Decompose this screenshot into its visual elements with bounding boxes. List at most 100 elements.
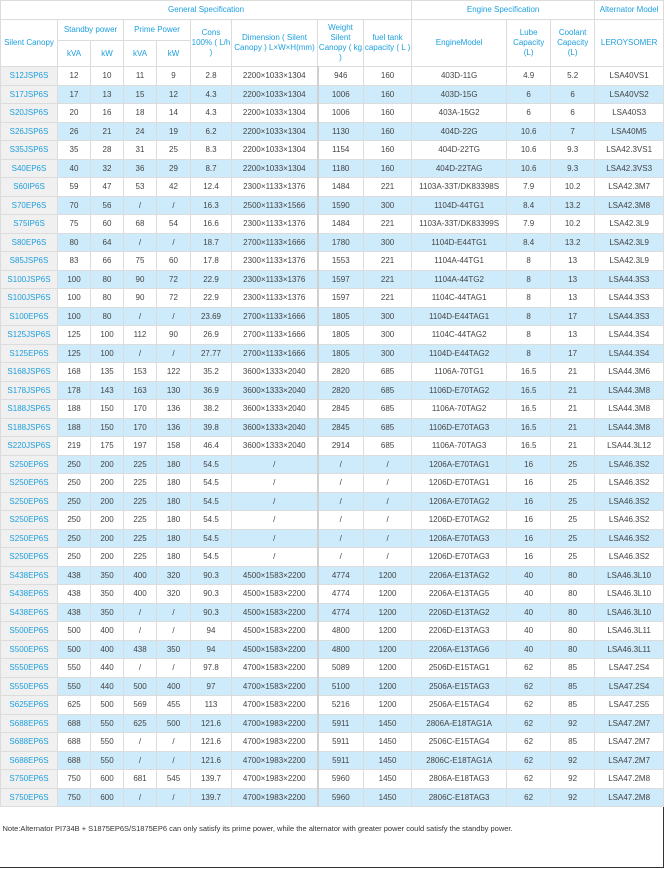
cell-consumption: 35.2 xyxy=(190,362,232,382)
cell-prime-kva: 163 xyxy=(123,380,157,400)
table-row: S75IP6S 75 60 68 54 16.6 2300×1133×1376 1484 221… xyxy=(0,214,665,234)
cell-standby-kva: 438 xyxy=(57,565,91,585)
cell-model[interactable]: S17JSP6S xyxy=(0,84,58,104)
table-row: S100EP6S 100 80//23.69 2700×1133×1666 1805 30… xyxy=(0,306,665,326)
cell-engine-model: 404D-22G xyxy=(411,121,508,141)
cell-model[interactable]: S550EP6S xyxy=(0,676,58,696)
cell-consumption: 6.2 xyxy=(190,121,232,141)
cell-dimension: 4700×1583×2200 xyxy=(231,676,319,696)
cell-model[interactable]: S125JSP6S xyxy=(0,325,58,345)
cell-standby-kw: 200 xyxy=(90,510,124,530)
cell-lube-capacity: 16.5 xyxy=(506,417,552,437)
cell-model[interactable]: S100JSP6S xyxy=(0,269,58,289)
cell-fuel-tank: 300 xyxy=(362,306,413,326)
cell-alternator: LSA47.2M7 xyxy=(594,713,665,733)
cell-weight: 1805 xyxy=(317,343,364,363)
cell-model[interactable]: S688EP6S xyxy=(0,732,58,752)
cell-fuel-tank: 1200 xyxy=(362,658,413,678)
cell-prime-kva: 53 xyxy=(123,177,157,197)
cell-engine-model: 1206A-E70TAG2 xyxy=(411,491,508,511)
cell-consumption: 54.5 xyxy=(190,547,232,567)
cell-weight: 1597 xyxy=(317,288,364,308)
cell-model[interactable]: S500EP6S xyxy=(0,621,58,641)
cell-model[interactable]: S168JSP6S xyxy=(0,362,58,382)
header-weight: Weight Silent Canopy ( kg ) xyxy=(317,19,364,67)
cell-model[interactable]: S220JSP6S xyxy=(0,436,58,456)
cell-model[interactable]: S250EP6S xyxy=(0,491,58,511)
cell-prime-kva: 500 xyxy=(123,676,157,696)
table-row: S438EP6S 438 350 400 320 90.3 4500×1583×2200 47… xyxy=(0,565,665,585)
cell-standby-kva: 438 xyxy=(57,584,91,604)
cell-model[interactable]: S500EP6S xyxy=(0,639,58,659)
cell-model[interactable]: S75IP6S xyxy=(0,214,58,234)
cell-model[interactable]: S250EP6S xyxy=(0,528,58,548)
cell-standby-kva: 168 xyxy=(57,362,91,382)
cell-alternator: LSA46.3L11 xyxy=(594,639,665,659)
cell-model[interactable]: S250EP6S xyxy=(0,510,58,530)
cell-model[interactable]: S178JSP6S xyxy=(0,380,58,400)
cell-weight: / xyxy=(317,528,364,548)
cell-model[interactable]: S188JSP6S xyxy=(0,417,58,437)
header-consumption: Cons 100% ( L/h ) xyxy=(190,19,232,67)
cell-model[interactable]: S250EP6S xyxy=(0,454,58,474)
cell-lube-capacity: 62 xyxy=(506,676,552,696)
cell-model[interactable]: S80EP6S xyxy=(0,232,58,252)
table-row: S17JSP6S 17 13 15 12 4.3 2200×1033×1304 1006 160… xyxy=(0,84,665,104)
cell-dimension: 2300×1133×1376 xyxy=(231,269,319,289)
cell-dimension: 4700×1983×2200 xyxy=(231,732,319,752)
cell-standby-kw: 200 xyxy=(90,528,124,548)
cell-model[interactable]: S438EP6S xyxy=(0,565,58,585)
cell-model[interactable]: S35JSP6S xyxy=(0,140,58,160)
cell-prime-kw: / xyxy=(156,732,191,752)
table-row: S688EP6S 688 550//121.6 4700×1983×2200 5911 1… xyxy=(0,750,665,770)
cell-standby-kva: 125 xyxy=(57,343,91,363)
cell-standby-kw: 21 xyxy=(90,121,124,141)
cell-standby-kva: 625 xyxy=(57,695,91,715)
cell-coolant-capacity: 13 xyxy=(550,251,596,271)
cell-model[interactable]: S20JSP6S xyxy=(0,103,58,123)
cell-model[interactable]: S70EP6S xyxy=(0,195,58,215)
cell-model[interactable]: S100JSP6S xyxy=(0,288,58,308)
cell-standby-kva: 500 xyxy=(57,621,91,641)
cell-prime-kw: / xyxy=(156,658,191,678)
cell-standby-kw: 66 xyxy=(90,251,124,271)
cell-model[interactable]: S250EP6S xyxy=(0,547,58,567)
cell-engine-model: 1104A-44TG1 xyxy=(411,251,508,271)
cell-standby-kw: 80 xyxy=(90,269,124,289)
cell-lube-capacity: 8.4 xyxy=(506,232,552,252)
cell-model[interactable]: S188JSP6S xyxy=(0,399,58,419)
cell-model[interactable]: S250EP6S xyxy=(0,473,58,493)
cell-model[interactable]: S40EP6S xyxy=(0,158,58,178)
cell-coolant-capacity: 85 xyxy=(550,732,596,752)
cell-model[interactable]: S438EP6S xyxy=(0,584,58,604)
cell-consumption: 39.8 xyxy=(190,417,232,437)
cell-model[interactable]: S550EP6S xyxy=(0,658,58,678)
cell-alternator: LSA46.3L10 xyxy=(594,602,665,622)
cell-model[interactable]: S688EP6S xyxy=(0,750,58,770)
cell-standby-kva: 250 xyxy=(57,473,91,493)
cell-dimension: 4700×1983×2200 xyxy=(231,769,319,789)
cell-weight: 4774 xyxy=(317,584,364,604)
cell-model[interactable]: S85JSP6S xyxy=(0,251,58,271)
cell-model[interactable]: S60IP6S xyxy=(0,177,58,197)
cell-consumption: 16.3 xyxy=(190,195,232,215)
cell-consumption: 38.2 xyxy=(190,399,232,419)
cell-coolant-capacity: 80 xyxy=(550,565,596,585)
cell-model[interactable]: S438EP6S xyxy=(0,602,58,622)
cell-fuel-tank: 1200 xyxy=(362,639,413,659)
cell-model[interactable]: S26JSP6S xyxy=(0,121,58,141)
cell-dimension: 4500×1583×2200 xyxy=(231,639,319,659)
cell-model[interactable]: S125EP6S xyxy=(0,343,58,363)
cell-lube-capacity: 62 xyxy=(506,658,552,678)
cell-engine-model: 403D-15G xyxy=(411,84,508,104)
cell-model[interactable]: S688EP6S xyxy=(0,713,58,733)
cell-prime-kva: 569 xyxy=(123,695,157,715)
cell-model[interactable]: S750EP6S xyxy=(0,769,58,789)
cell-model[interactable]: S750EP6S xyxy=(0,787,58,807)
cell-model[interactable]: S12JSP6S xyxy=(0,66,58,86)
cell-model[interactable]: S625EP6S xyxy=(0,695,58,715)
cell-model[interactable]: S100EP6S xyxy=(0,306,58,326)
cell-fuel-tank: 1450 xyxy=(362,732,413,752)
cell-prime-kva: / xyxy=(123,602,157,622)
cell-alternator: LSA42.3L9 xyxy=(594,232,665,252)
